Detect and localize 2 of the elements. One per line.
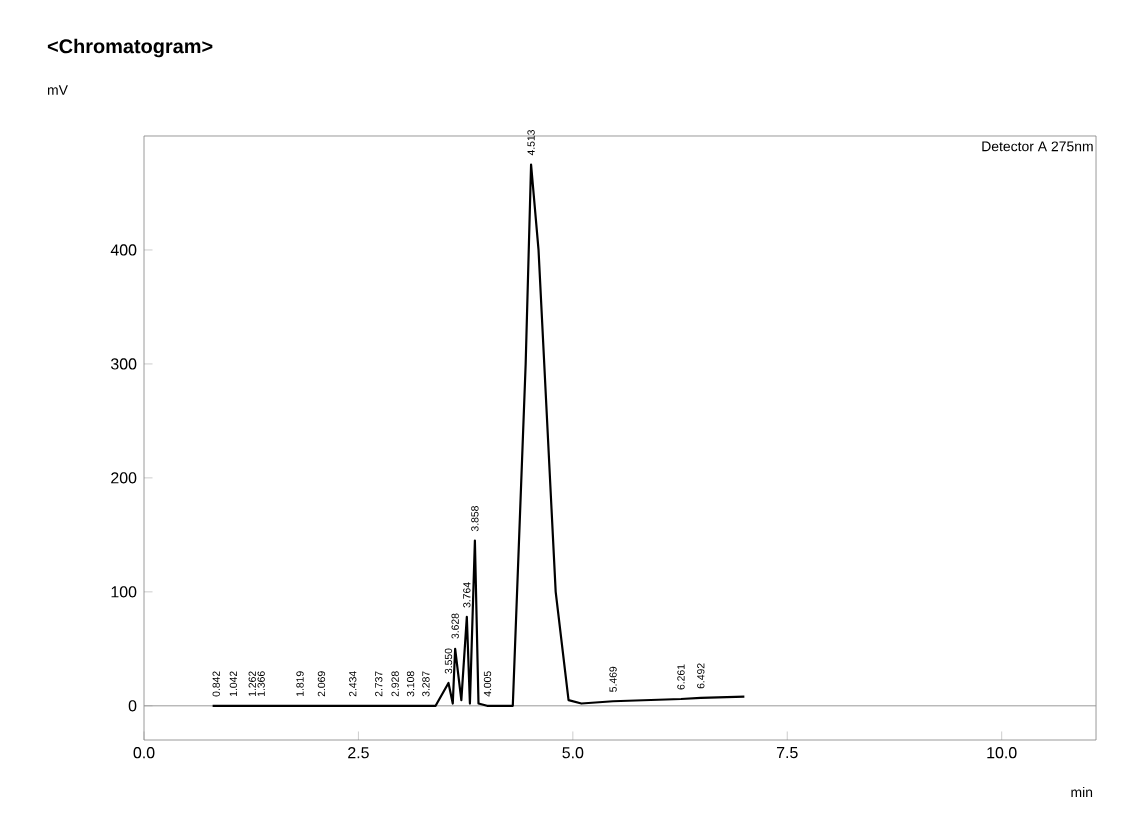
chart-title: <Chromatogram>: [47, 38, 213, 58]
line-series: [211, 163, 746, 707]
